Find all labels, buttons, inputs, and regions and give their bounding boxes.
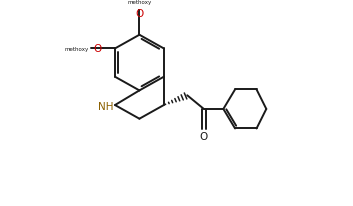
Text: methoxy: methoxy	[127, 0, 151, 6]
Text: O: O	[135, 9, 144, 19]
Text: NH: NH	[97, 102, 113, 111]
Text: O: O	[94, 44, 102, 54]
Text: methoxy: methoxy	[65, 47, 89, 52]
Text: O: O	[200, 132, 208, 142]
